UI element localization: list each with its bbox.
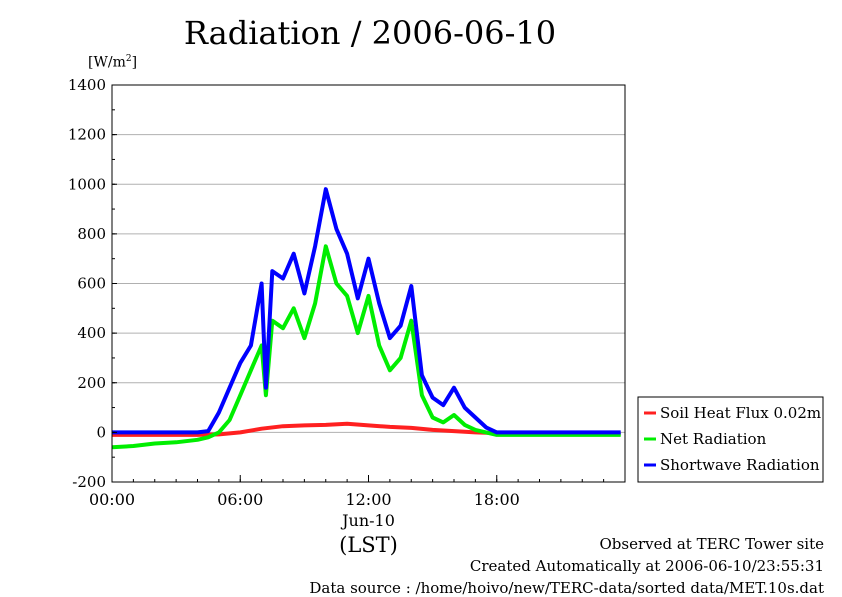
y-tick-label: 1400 <box>68 76 106 94</box>
chart-title: Radiation / 2006-06-10 <box>183 14 557 52</box>
footer-created: Created Automatically at 2006-06-10/23:5… <box>469 557 824 575</box>
y-tick-label: 0 <box>96 423 106 441</box>
x-timezone-label: (LST) <box>339 533 398 557</box>
footer-source: Data source : /home/hoivo/new/TERC-data/… <box>309 579 824 597</box>
series-line-shortwave <box>112 187 621 435</box>
legend: Soil Heat Flux 0.02m Net Radiation Shortwa… <box>637 396 824 483</box>
legend-label: Soil Heat Flux 0.02m <box>660 404 821 422</box>
x-tick-label: 12:00 <box>345 490 391 509</box>
y-tick-label: -200 <box>72 473 106 491</box>
legend-label: Shortwave Radiation <box>660 456 820 474</box>
x-tick-label: 06:00 <box>217 490 263 509</box>
y-unit-label: [W/m2] <box>88 54 138 71</box>
axes: -200 0 200 400 600 800 1000 1200 1400 00:00 06:00 1… <box>68 76 626 557</box>
y-tick-label: 400 <box>77 324 106 342</box>
y-tick-label: 800 <box>77 225 106 243</box>
y-tick-label: 1200 <box>68 126 106 144</box>
x-tick-label: 18:00 <box>474 490 520 509</box>
legend-label: Net Radiation <box>660 430 767 448</box>
x-tick-label: 00:00 <box>89 490 135 509</box>
y-tick-label: 600 <box>77 275 106 293</box>
y-tick-label: 1000 <box>68 175 106 193</box>
series-lines <box>111 187 621 450</box>
y-tick-label: 200 <box>77 374 106 392</box>
x-date-label: Jun-10 <box>340 511 395 530</box>
legend-box <box>637 396 824 483</box>
series-line-net <box>111 244 621 450</box>
footer-site: Observed at TERC Tower site <box>599 535 824 553</box>
grid-lines <box>112 84 625 483</box>
